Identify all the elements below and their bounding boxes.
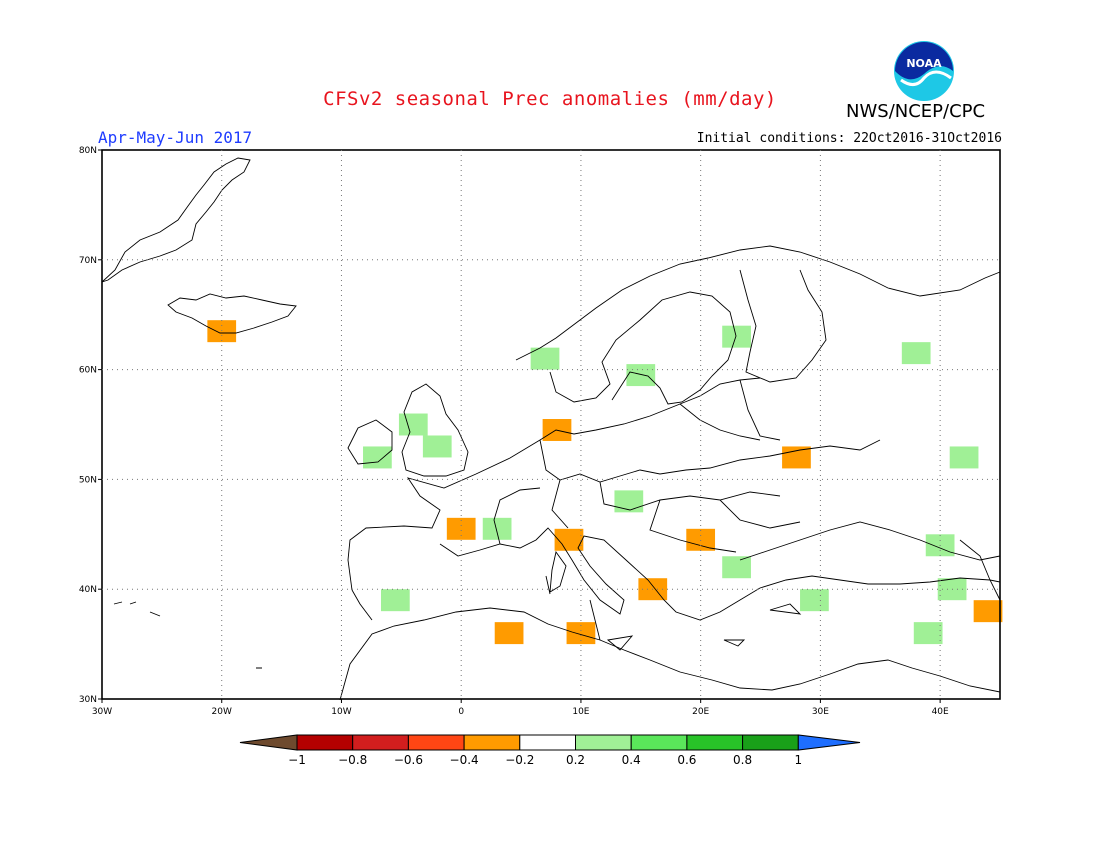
colorbar-swatch: [296, 734, 354, 751]
colorbar-tick-label: −0.4: [450, 753, 479, 767]
anomaly-cell: [566, 622, 596, 645]
lon-tick-label: 30W: [92, 707, 112, 717]
colorbar-tick-label: 0.6: [677, 753, 696, 767]
colorbar-swatch: [575, 734, 632, 751]
colorbar-legend: −1 −0.8 −0.6 −0.4 −0.2 0.2 0.4 0.6 0.8 1: [239, 734, 861, 767]
noaa-logo-icon: NOAA: [894, 41, 954, 101]
colorbar-swatch: [519, 734, 576, 751]
lon-tick-label: 10W: [331, 707, 351, 717]
forecast-period: Apr-May-Jun 2017: [98, 128, 253, 147]
anomaly-cell: [722, 325, 751, 348]
map-frame: [101, 149, 1001, 700]
islands: [113, 550, 802, 669]
initial-conditions: Initial conditions: 22Oct2016-31Oct2016: [696, 131, 1002, 146]
anomaly-cell: [482, 517, 512, 540]
lat-tick-label: 80N: [79, 146, 97, 156]
anomaly-cell: [626, 364, 656, 387]
lon-tick-label: 20W: [212, 707, 232, 717]
anomaly-cell: [913, 622, 943, 645]
anomaly-cell: [949, 446, 979, 469]
greenland-coast: [101, 157, 251, 283]
anomaly-cell: [422, 435, 452, 458]
colorbar-swatch: [463, 734, 521, 751]
anomaly-cell: [554, 528, 584, 551]
axis-ticks: 30W 20W 10W 0 10E 20E 30E 40E 30N 40N 50N 60N 70N 80N: [79, 146, 949, 717]
anomaly-cell: [207, 320, 237, 343]
colorbar-tick-label: 0.8: [733, 753, 752, 767]
lon-tick-label: 0: [458, 707, 464, 717]
anomaly-cell: [782, 446, 811, 469]
anomaly-cell: [494, 622, 524, 645]
anomaly-cell: [530, 347, 560, 370]
anomaly-cell: [973, 600, 1003, 623]
coastlines: [101, 157, 1001, 701]
anomaly-cell: [363, 446, 392, 469]
colorbar-tick-label: 0.2: [566, 753, 585, 767]
colorbar-tick-label: 1: [794, 753, 802, 767]
lat-tick-label: 30N: [79, 695, 97, 705]
continent-coast: [339, 377, 1001, 701]
anomaly-cell: [380, 589, 410, 612]
colorbar-swatch: [630, 734, 688, 751]
lat-tick-label: 50N: [79, 475, 97, 485]
anomaly-cell: [686, 528, 716, 551]
noaa-logo-text: NOAA: [906, 57, 942, 70]
lon-tick-label: 20E: [692, 707, 709, 717]
map-title: CFSv2 seasonal Prec anomalies (mm/day): [323, 88, 777, 110]
colorbar-tick-label: 0.4: [622, 753, 641, 767]
agency-label: NWS/NCEP/CPC: [846, 101, 986, 122]
anomaly-cell: [722, 556, 751, 579]
lon-tick-label: 40E: [932, 707, 949, 717]
colorbar-tick-label: −1: [288, 753, 306, 767]
ireland-coast: [347, 419, 393, 465]
anomaly-cell: [901, 342, 931, 365]
anomaly-cell: [398, 413, 428, 436]
colorbar-swatch: [742, 734, 799, 751]
lon-tick-label: 10E: [572, 707, 589, 717]
caspian-coast: [959, 539, 1001, 601]
colorbar-swatch: [686, 734, 744, 751]
lat-tick-label: 70N: [79, 256, 97, 266]
britain-coast: [401, 383, 469, 477]
lat-tick-label: 40N: [79, 585, 97, 595]
lon-tick-label: 30E: [812, 707, 829, 717]
colorbar-tick-label: −0.8: [338, 753, 367, 767]
colorbar-swatch: [407, 734, 465, 751]
colorbar-tick-label: −0.6: [394, 753, 423, 767]
anomaly-cell: [614, 490, 644, 513]
anomaly-cell: [446, 517, 476, 540]
colorbar-right-arrow: [797, 734, 861, 751]
anomaly-cells: [207, 320, 1003, 645]
finland-border: [739, 269, 827, 383]
colorbar-swatch: [352, 734, 409, 751]
colorbar-left-arrow: [239, 734, 298, 751]
lat-tick-label: 60N: [79, 366, 97, 376]
colorbar-tick-label: −0.2: [505, 753, 534, 767]
iceland-coast: [167, 293, 297, 334]
scandinavia-coast: [515, 245, 1001, 405]
anomaly-cell: [800, 589, 829, 612]
national-borders: [493, 379, 881, 553]
